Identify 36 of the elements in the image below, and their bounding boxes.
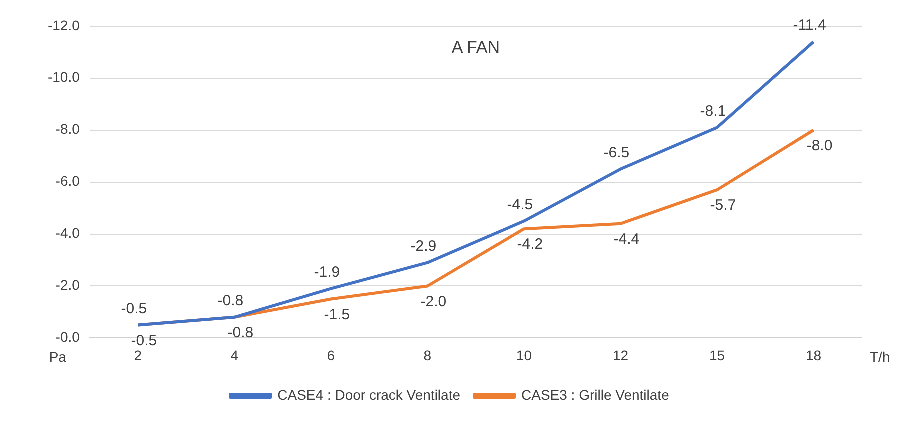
data-label: -4.4 xyxy=(614,231,640,248)
x-axis-title: T/h xyxy=(870,349,890,366)
data-label: -4.5 xyxy=(507,196,534,214)
x-tick-label: 10 xyxy=(516,347,532,364)
y-tick-label: -2.0 xyxy=(56,277,80,294)
data-label: -8.1 xyxy=(700,102,726,120)
legend-label: CASE4 : Door crack Ventilate xyxy=(278,386,461,403)
y-tick-label: -8.0 xyxy=(56,121,80,138)
data-label: -0.8 xyxy=(228,324,254,342)
data-label: -0.5 xyxy=(131,332,158,350)
y-tick-label: -4.0 xyxy=(56,225,80,242)
data-label: -6.5 xyxy=(604,144,630,162)
legend-label: CASE3 : Grille Ventilate xyxy=(522,386,670,403)
x-tick-label: 6 xyxy=(327,347,336,364)
data-label: -5.7 xyxy=(710,197,736,214)
data-label: -8.0 xyxy=(806,137,833,154)
x-tick-label: 8 xyxy=(424,347,432,364)
data-label: -2.0 xyxy=(420,293,447,310)
y-tick-label: -12.0 xyxy=(48,17,80,34)
data-label: -1.5 xyxy=(324,306,350,324)
data-label: -0.5 xyxy=(121,300,148,318)
text: A FAN xyxy=(452,38,500,58)
y-tick-label: -10.0 xyxy=(48,69,80,86)
data-label: -2.9 xyxy=(410,238,437,255)
data-label: -4.2 xyxy=(517,236,544,254)
y-tick-label: -6.0 xyxy=(56,173,80,190)
y-axis-title: Pa xyxy=(49,349,67,366)
x-tick-label: 12 xyxy=(612,347,629,364)
x-tick-label: 18 xyxy=(806,347,822,364)
data-label: -1.9 xyxy=(314,264,340,281)
y-tick-label: -0.0 xyxy=(56,329,80,346)
x-tick-label: 4 xyxy=(230,347,239,364)
x-tick-label: 2 xyxy=(134,347,142,364)
data-label: -11.4 xyxy=(793,17,826,34)
data-label: -0.8 xyxy=(218,292,244,310)
x-tick-label: 15 xyxy=(709,347,726,364)
